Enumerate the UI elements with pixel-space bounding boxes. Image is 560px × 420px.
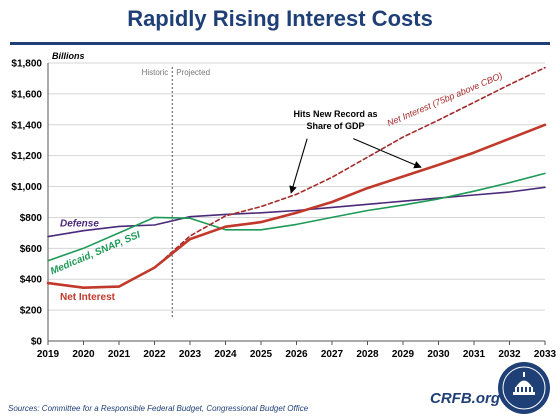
y-axis-label: Billions bbox=[52, 51, 85, 61]
annotation-text: Hits New Record as bbox=[294, 109, 378, 119]
annotation-text: Share of GDP bbox=[307, 121, 365, 131]
title-rule bbox=[10, 42, 550, 45]
x-tick-label: 2030 bbox=[427, 349, 450, 360]
series-label-medicaid: Medicaid, SNAP, SSI bbox=[49, 229, 142, 277]
y-tick-label: $800 bbox=[20, 213, 43, 224]
series-lines bbox=[46, 66, 547, 290]
x-tick-label: 2019 bbox=[37, 349, 60, 360]
annotations: Hits New Record as Share of GDP bbox=[289, 109, 422, 194]
x-tick-label: 2022 bbox=[143, 349, 166, 360]
y-tick-label: $400 bbox=[20, 275, 43, 286]
x-tick-label: 2028 bbox=[356, 349, 379, 360]
x-tick-label: 2025 bbox=[250, 349, 273, 360]
chart-title: Rapidly Rising Interest Costs bbox=[127, 6, 433, 31]
series-line-net-interest bbox=[46, 123, 547, 290]
y-tick-label: $600 bbox=[20, 244, 43, 255]
x-tick-label: 2027 bbox=[321, 349, 344, 360]
historic-projected-divider: Historic Projected bbox=[142, 67, 210, 317]
projected-label: Projected bbox=[176, 68, 210, 77]
annotation-arrow bbox=[353, 138, 422, 169]
y-tick-label: $1,000 bbox=[11, 182, 42, 193]
x-tick-label: 2026 bbox=[285, 349, 308, 360]
historic-label: Historic bbox=[142, 68, 169, 77]
brand-link[interactable]: CRFB.org bbox=[430, 390, 500, 407]
x-tick-label: 2020 bbox=[72, 349, 95, 360]
y-tick-label: $1,800 bbox=[11, 59, 42, 70]
series-line-medicaid bbox=[47, 172, 546, 262]
x-tick-label: 2031 bbox=[463, 349, 486, 360]
annotation-arrow bbox=[289, 138, 308, 194]
x-tick-label: 2023 bbox=[179, 349, 202, 360]
series-line-net-interest-projected bbox=[153, 66, 546, 269]
x-tick-label: 2033 bbox=[534, 349, 557, 360]
y-tick-label: $1,600 bbox=[11, 89, 42, 100]
crfb-seal-logo bbox=[498, 362, 550, 414]
series-label-defense: Defense bbox=[60, 219, 99, 230]
x-tick-label: 2032 bbox=[498, 349, 521, 360]
y-tick-label: $1,200 bbox=[11, 151, 42, 162]
y-tick-label: $200 bbox=[20, 306, 43, 317]
y-tick-label: $0 bbox=[31, 337, 43, 348]
x-tick-label: 2021 bbox=[108, 349, 131, 360]
axes: $0 $200 $400 $600 $800 $1,000 $1,200 $1,400 $1,6… bbox=[11, 51, 556, 360]
y-tick-label: $1,400 bbox=[11, 120, 42, 131]
series-label-net-interest-projected: Net Interest (75bp above CBO) bbox=[386, 70, 504, 128]
x-tick-label: 2024 bbox=[214, 349, 237, 360]
gridlines bbox=[48, 62, 545, 311]
series-label-net-interest: Net Interest bbox=[60, 292, 116, 303]
series-line-defense bbox=[47, 186, 546, 238]
x-tick-label: 2029 bbox=[392, 349, 415, 360]
source-note: Sources: Committee for a Responsible Fed… bbox=[8, 404, 309, 413]
